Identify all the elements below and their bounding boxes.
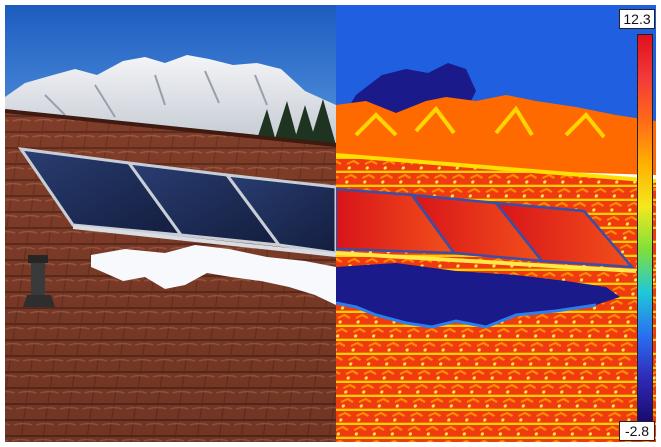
scale-min-label: -2.8 xyxy=(619,421,655,441)
thermal-ridge xyxy=(336,153,656,183)
pine-trees xyxy=(255,99,336,145)
snow-on-roof xyxy=(91,245,336,305)
thermal-tree-highlights xyxy=(354,105,606,139)
vent-pipe xyxy=(23,255,55,307)
scale-max-label: 12.3 xyxy=(619,9,655,29)
temperature-color-scale xyxy=(637,34,653,422)
thermal-trees xyxy=(336,95,656,175)
ridge-line xyxy=(5,109,336,147)
thermal-image xyxy=(336,5,656,442)
thermal-solar-panels xyxy=(336,187,637,273)
thermal-cold-edge xyxy=(336,301,597,329)
visible-light-photo xyxy=(5,5,336,442)
mountain-ridges xyxy=(44,70,268,118)
solar-panels xyxy=(17,147,336,257)
